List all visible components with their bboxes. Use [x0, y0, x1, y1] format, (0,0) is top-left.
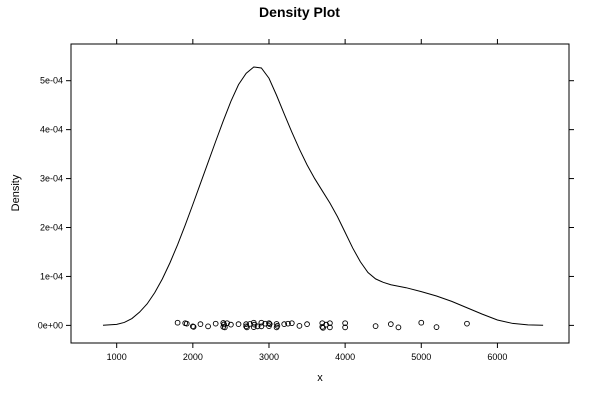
data-point [342, 320, 348, 327]
data-point [197, 321, 204, 328]
x-tick-label: 4000 [335, 352, 355, 362]
x-tick-label: 2000 [183, 352, 203, 362]
y-tick-label: 0e+00 [38, 320, 63, 330]
y-tick-label: 4e-04 [40, 125, 63, 135]
data-point [258, 323, 265, 330]
data-point [183, 320, 190, 327]
axes: 1000 2000 3000 4000 5000 6000 0e+00 1e-04 2e-04 3… [38, 39, 574, 362]
data-point [221, 324, 228, 331]
data-point [304, 321, 310, 328]
y-axis-label: Density [10, 174, 22, 211]
data-point [285, 320, 291, 327]
data-point [418, 319, 425, 326]
data-point [205, 323, 211, 330]
data-point [327, 324, 333, 331]
data-point [228, 321, 234, 328]
data-point [281, 321, 288, 328]
x-axis-label: x [317, 372, 323, 384]
data-point [327, 320, 333, 327]
x-tick-label: 5000 [411, 352, 431, 362]
data-point [224, 320, 230, 327]
data-point [250, 324, 257, 330]
data-point [243, 321, 249, 328]
data-marks [102, 66, 544, 331]
chart-title: Density Plot [259, 4, 340, 20]
data-point [395, 324, 402, 331]
data-point [212, 320, 219, 327]
data-point [258, 319, 265, 326]
data-point [190, 324, 197, 330]
y-tick-label: 3e-04 [40, 174, 63, 184]
plot-frame [70, 43, 570, 344]
data-point [433, 324, 440, 330]
data-point [254, 323, 261, 330]
data-point [266, 320, 272, 327]
data-point [244, 324, 250, 331]
density-line [102, 66, 544, 326]
y-tick-label: 5e-04 [40, 76, 63, 86]
data-point [387, 321, 394, 328]
data-point [221, 321, 227, 328]
data-point [235, 321, 242, 328]
y-tick-label: 2e-04 [40, 223, 63, 233]
x-tick-label: 6000 [487, 352, 507, 362]
x-tick-label: 3000 [259, 352, 279, 362]
data-point [372, 323, 379, 329]
y-tick-label: 1e-04 [40, 271, 63, 281]
data-point [174, 319, 181, 326]
data-point [323, 321, 329, 328]
data-point [274, 323, 281, 329]
x-tick-label: 1000 [107, 352, 127, 362]
data-point [296, 323, 303, 329]
data-point [464, 320, 470, 327]
data-point [320, 324, 326, 331]
data-point [288, 320, 295, 327]
data-point [251, 321, 258, 328]
data-point [266, 321, 273, 328]
data-point [342, 324, 348, 331]
